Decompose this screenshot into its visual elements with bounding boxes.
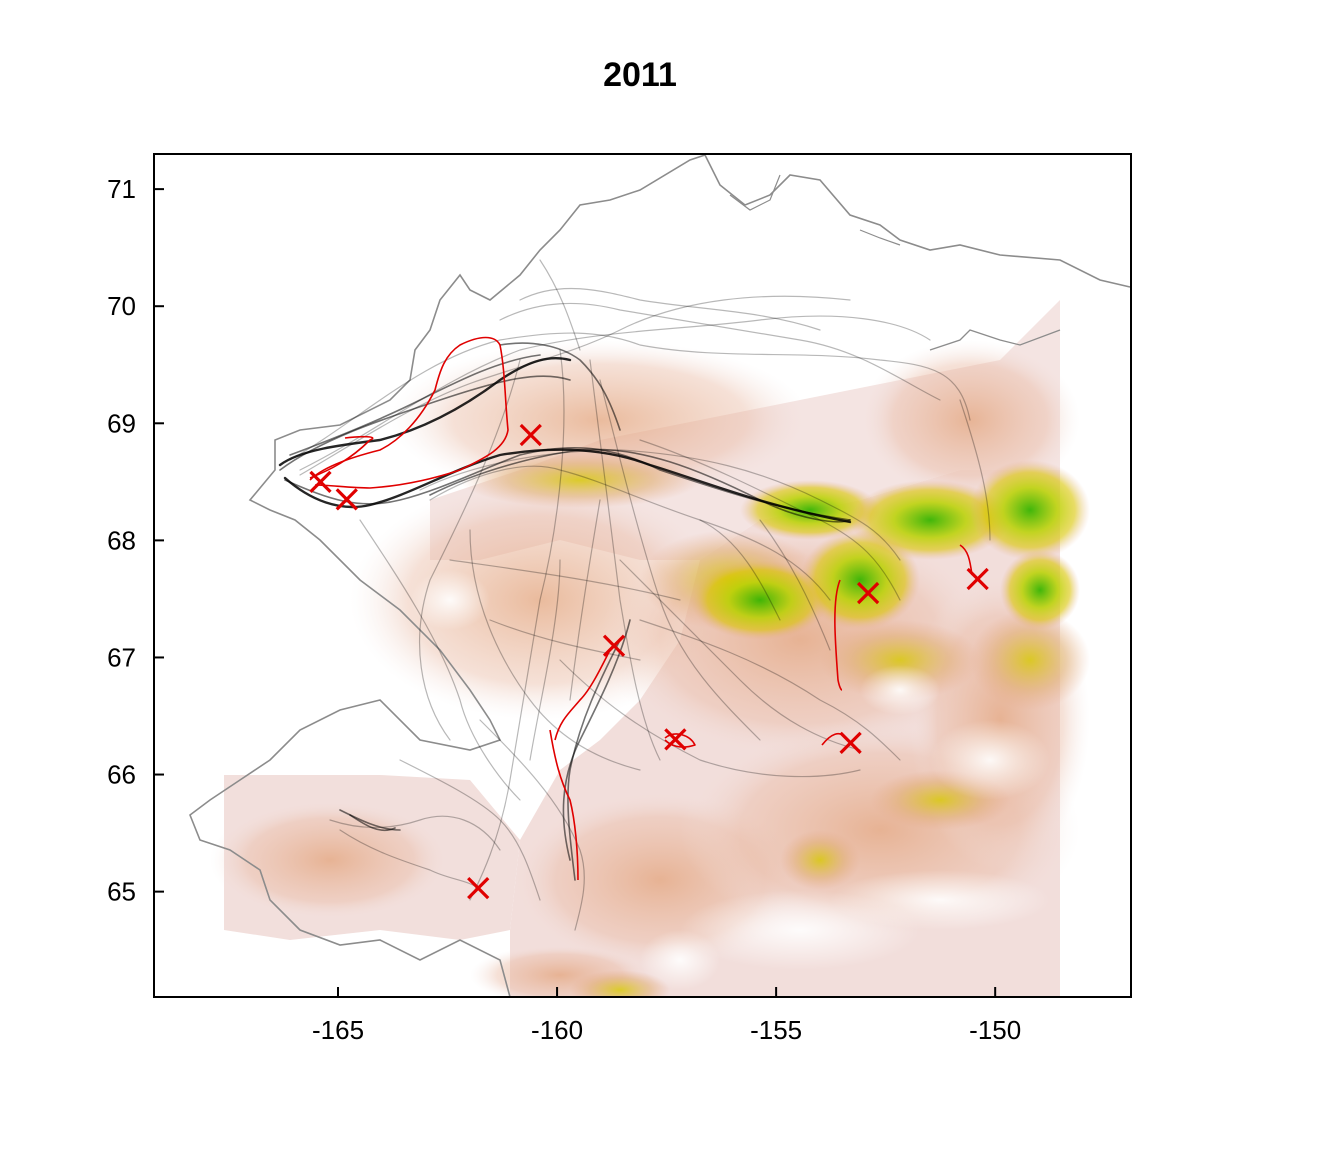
x-tick-label: -150 [969, 1015, 1021, 1045]
y-tick-label: 70 [107, 291, 136, 321]
x-tick-label: -165 [312, 1015, 364, 1045]
location-marker [335, 488, 358, 511]
map-title: 2011 [603, 56, 677, 94]
terrain-raster [210, 300, 1090, 997]
y-tick-label: 71 [107, 174, 136, 204]
coastline [189, 154, 1131, 997]
location-marker [309, 470, 332, 493]
location-marker [602, 634, 626, 657]
y-tick-label: 67 [107, 642, 136, 672]
marker-layer [309, 423, 989, 900]
location-marker [664, 728, 687, 751]
plot-frame [153, 153, 1132, 998]
y-tick-label: 68 [107, 525, 136, 555]
location-marker [519, 423, 542, 447]
location-marker [839, 731, 862, 755]
location-marker [966, 567, 989, 591]
location-marker [467, 876, 490, 900]
y-tick-label: 66 [107, 760, 136, 790]
y-tick-label: 69 [107, 408, 136, 438]
x-tick-label: -155 [750, 1015, 802, 1045]
location-marker [856, 581, 880, 605]
x-tick-label: -160 [531, 1015, 583, 1045]
axis-ticks [154, 188, 997, 997]
axis-labels: -165 -160 -155 -150 65 66 67 68 69 70 71 [107, 174, 1021, 1045]
y-tick-label: 65 [107, 877, 136, 907]
